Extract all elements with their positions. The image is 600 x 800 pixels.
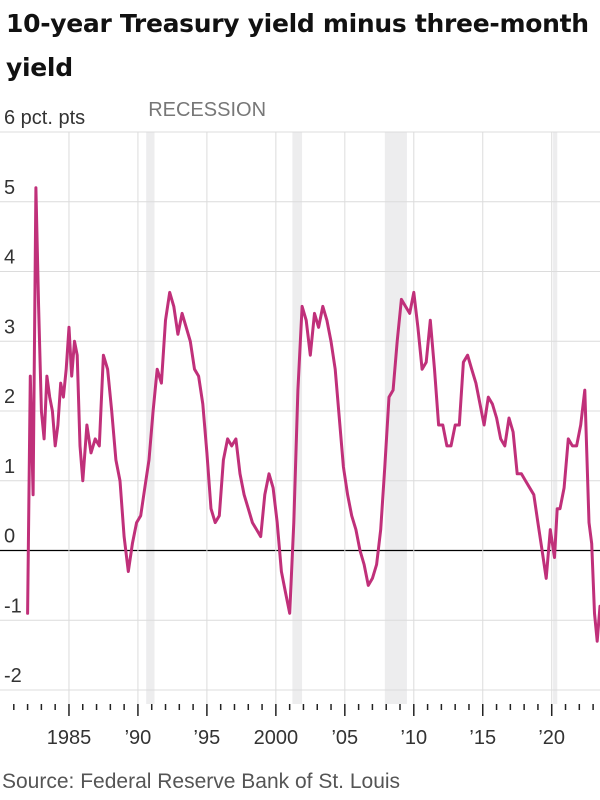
x-tick-label: ’15 [469,727,496,749]
recession-band-3 [553,132,558,704]
recession-band-2 [384,132,407,704]
y-tick-label: 6 pct. pts [4,107,85,129]
source-note: Source: Federal Reserve Bank of St. Loui… [2,770,401,793]
gridlines [0,131,600,704]
series [26,186,600,643]
y-tick-label: -1 [4,595,22,617]
yield-spread-chart: 6 pct. pts 5 4 3 2 1 0 -1 -2 1985 ’90 ’95 2000 ’05 ’10… [0,99,600,749]
x-tick-label: 2000 [254,727,299,749]
chart-title: 10-year Treasury yield minus three-month… [6,9,589,82]
x-tick-label: ’90 [125,727,152,749]
y-tick-label: 3 [4,316,15,338]
x-tick-label: ’20 [538,727,565,749]
x-axis [13,704,594,716]
y-tick-label: 0 [4,526,15,548]
x-tick-label: ’10 [400,727,427,749]
recession-band-0 [146,132,155,704]
recession-label: RECESSION [148,99,266,121]
y-tick-label: 5 [4,177,15,199]
x-tick-label: ’95 [194,727,221,749]
y-tick-label: 2 [4,386,15,408]
x-tick-label: ’05 [331,727,358,749]
x-tick-label: 1985 [47,727,92,749]
y-tick-label: -2 [4,665,22,687]
y-tick-label: 4 [4,247,15,269]
y-tick-label: 1 [4,456,15,478]
series-line-0 [26,186,600,643]
axis-labels: 6 pct. pts 5 4 3 2 1 0 -1 -2 1985 ’90 ’95 2000 ’05 ’10… [4,99,565,749]
